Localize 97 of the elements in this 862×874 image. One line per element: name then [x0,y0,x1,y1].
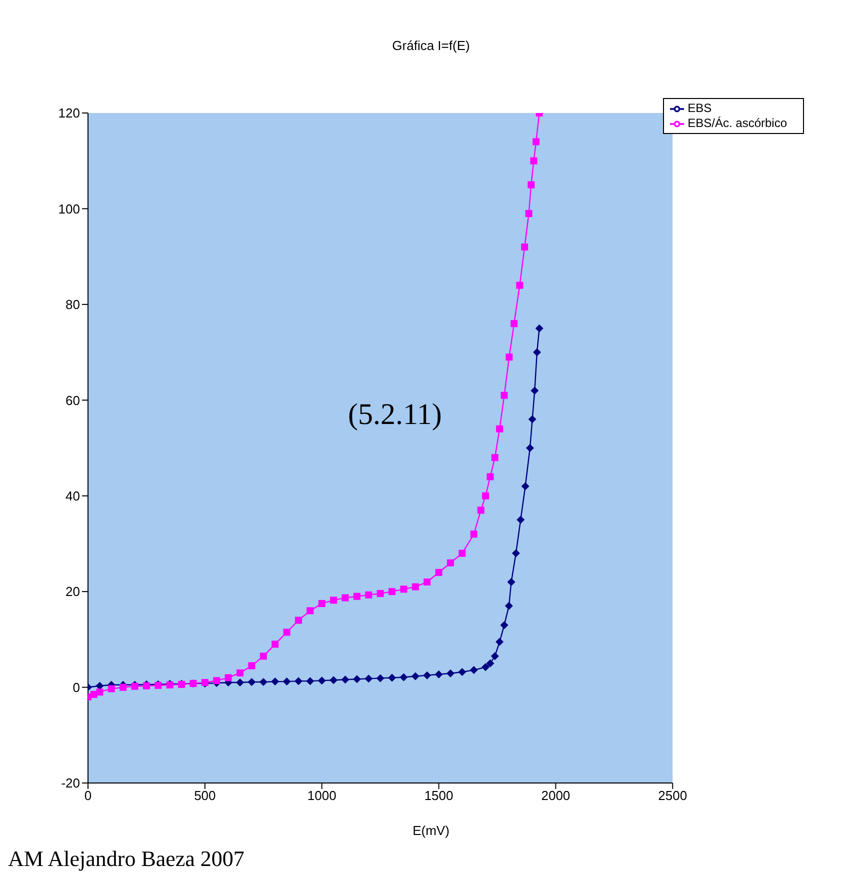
point [283,628,290,636]
point [412,583,419,590]
point [482,663,490,672]
x-axis-title: E(mV) [412,823,450,838]
point [352,675,361,684]
point [294,677,302,686]
point [400,673,408,682]
point [500,392,508,399]
text: AM Alejandro Baeza 2007 [8,846,244,872]
point [259,678,268,686]
point [330,596,338,604]
point [376,590,384,597]
point [400,586,408,593]
point [446,559,454,566]
y-tick-label: 20 [66,584,80,600]
point [365,591,372,598]
y-tick-label: 60 [66,392,80,408]
point [353,592,360,600]
point [530,386,539,395]
point [306,607,314,614]
point [435,568,442,576]
point [271,678,280,686]
x-tick-label: 500 [194,788,216,804]
point [330,676,338,684]
x-tick-label: 2000 [541,788,570,804]
point [423,671,432,680]
y-tick-label: 120 [58,106,80,121]
x-tick-label: 0 [84,788,92,804]
point [318,676,326,685]
y-tick-label: 0 [72,680,80,695]
point [236,678,244,686]
y-tick-label: 80 [66,297,80,312]
point [532,348,541,356]
point [530,157,538,164]
annotation: (5.2.11) [348,398,442,432]
point [434,670,443,678]
point [318,600,326,608]
legend-label: EBS/Ác. ascórbico [688,116,787,130]
point [521,482,530,490]
point [482,492,490,500]
point [516,282,524,289]
point [500,621,508,630]
point [507,578,516,586]
y-tick-label: -20 [61,776,80,791]
point [272,640,279,648]
point [282,678,291,686]
point [470,666,478,674]
point [388,588,396,596]
point [528,415,536,424]
point [526,444,534,452]
chart-title: Gráfica I=f(E) [391,37,471,53]
point [446,669,454,678]
point [120,684,127,691]
point [535,324,544,332]
point [236,669,244,676]
point [342,594,349,602]
point [260,652,267,660]
point [458,550,466,557]
y-tick-label: 40 [66,488,80,504]
point [491,454,498,462]
point [364,674,373,683]
x-tick-label: 1500 [424,788,454,804]
point [521,244,528,250]
point [411,672,420,680]
point [486,659,494,668]
point [532,138,540,146]
point [458,668,466,676]
point [486,473,494,480]
point [496,638,504,646]
point [496,425,504,432]
point [248,662,256,670]
point [525,210,532,217]
point [504,602,513,610]
point [248,678,256,686]
point [96,682,104,690]
point [376,674,384,682]
x-tick-label: 2500 [658,788,688,804]
point [470,530,478,538]
point [96,688,104,696]
point [294,616,302,624]
legend-label: EBS [688,101,712,115]
point [341,676,350,684]
point [510,320,518,328]
point [388,674,396,682]
y-tick-label: 100 [58,201,80,216]
point [506,354,513,361]
point [213,677,220,684]
point [490,652,499,660]
point [528,181,535,188]
point [306,677,314,686]
point [477,506,484,514]
point [108,685,115,692]
point [424,578,431,586]
point [224,674,232,682]
x-tick-label: 1000 [307,788,336,804]
point [516,516,525,524]
point [512,549,520,558]
